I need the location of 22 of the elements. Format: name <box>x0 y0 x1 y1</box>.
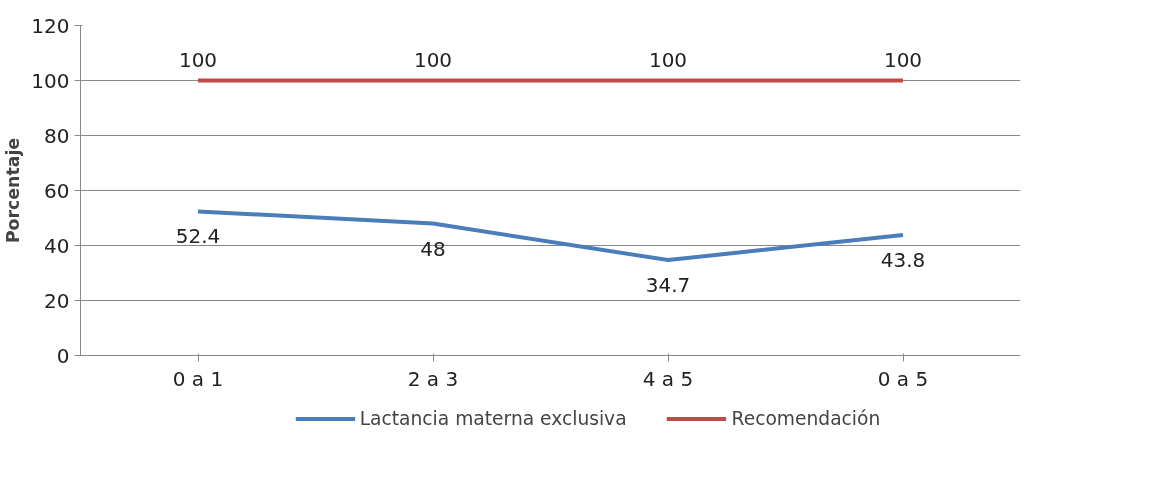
y-tick-label: 20 <box>44 288 70 313</box>
data-label: 34.7 <box>645 273 691 298</box>
data-label: 100 <box>413 47 453 72</box>
y-tick-label: 120 <box>31 13 70 38</box>
y-tick-label: 80 <box>44 123 70 148</box>
y-tick-label: 60 <box>44 178 70 203</box>
x-tick-label: 0 a 1 <box>172 366 224 391</box>
y-tick-label: 0 <box>56 343 70 368</box>
data-label: 100 <box>178 47 218 72</box>
data-label: 52.4 <box>175 224 221 249</box>
legend-label: Lactancia materna exclusiva <box>359 407 627 429</box>
y-axis-title: Porcentaje <box>3 137 24 244</box>
x-tick-label: 4 a 5 <box>642 366 694 391</box>
legend-label: Recomendación <box>731 407 881 429</box>
data-label: 43.8 <box>880 248 926 273</box>
data-label: 100 <box>883 47 923 72</box>
y-tick-label: 100 <box>31 68 70 93</box>
data-label: 100 <box>648 47 688 72</box>
y-tick-label: 40 <box>44 233 70 258</box>
data-label: 48 <box>420 236 446 261</box>
x-tick-label: 2 a 3 <box>407 366 459 391</box>
x-tick-label: 0 a 5 <box>877 366 929 391</box>
